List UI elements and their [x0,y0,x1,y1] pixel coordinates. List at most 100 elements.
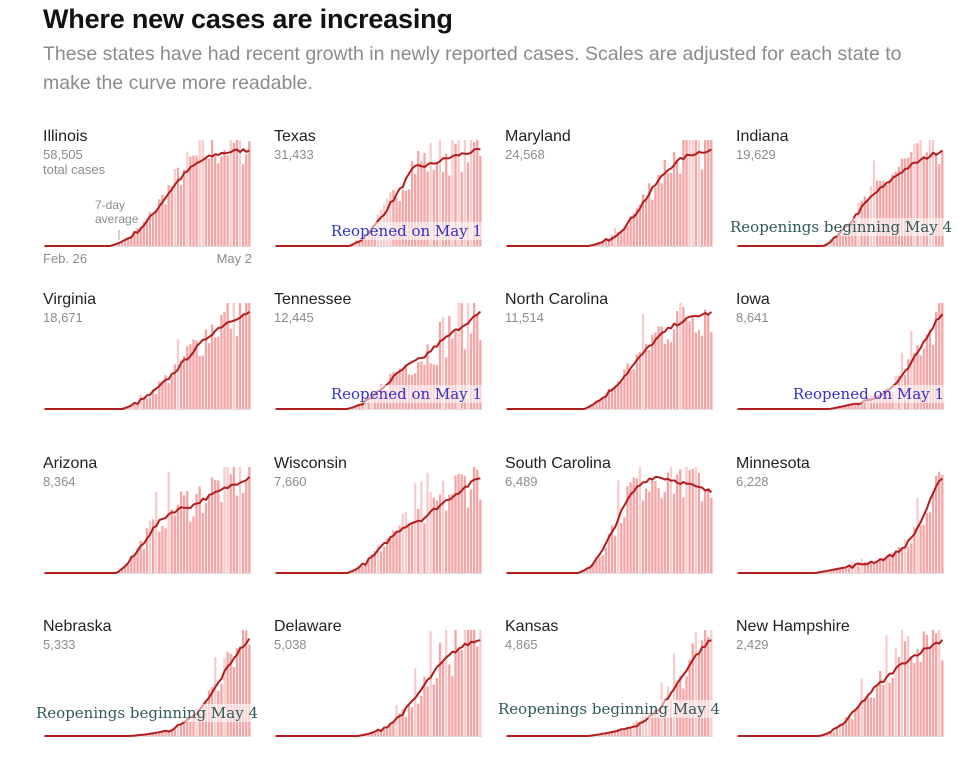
state-total-cases: 6,489 [505,474,538,489]
daily-bar [214,337,216,409]
daily-bar [420,696,422,736]
daily-bar [698,140,700,246]
daily-bar [405,512,407,573]
daily-bar [620,382,622,409]
daily-bar [695,632,697,736]
page-subtitle: These states have had recent growth in n… [43,40,923,98]
daily-bar [657,488,659,573]
daily-bar [473,467,475,573]
daily-bar [882,685,884,736]
daily-bar [833,732,835,736]
daily-bar [155,394,157,409]
state-total-cases: 2,429 [736,637,769,652]
daily-bar [223,150,225,246]
daily-bar [620,232,622,246]
daily-bar [199,140,201,246]
daily-bar [464,476,466,573]
daily-bar [611,235,613,246]
daily-bar [923,631,925,736]
daily-bar [248,303,250,409]
reopening-note: Reopenings beginning May 4 [35,704,259,722]
daily-bar [907,547,909,573]
daily-bar [146,398,148,409]
daily-bar [873,698,875,736]
state-name: South Carolina [505,455,611,473]
daily-bar [454,475,456,573]
daily-bar [171,376,173,409]
daily-bar [245,154,247,246]
daily-bar [164,528,166,573]
daily-bar [448,495,450,573]
daily-bar [667,173,669,246]
daily-bar [860,678,862,736]
daily-bar [704,140,706,246]
daily-bar [904,641,906,736]
daily-bar [236,495,238,573]
daily-bar [679,174,681,246]
daily-bar [161,526,163,573]
daily-bar [217,163,219,246]
daily-bar [220,315,222,409]
daily-bar [439,643,441,736]
state-name: Iowa [736,291,770,309]
daily-bar [476,646,478,736]
daily-bar [152,216,154,246]
daily-bar [171,509,173,573]
daily-bar [860,559,862,573]
daily-bar [695,467,697,573]
daily-bar [192,156,194,246]
state-name: Texas [274,128,316,146]
daily-bar [155,210,157,246]
daily-bar [476,470,478,573]
daily-bar [935,633,937,736]
daily-bar [941,660,943,736]
daily-bar [695,333,697,409]
daily-bar [127,564,129,573]
daily-bar [205,329,207,409]
daily-bar [704,310,706,409]
reopening-note: Reopened on May 1 [792,385,945,403]
state-total-cases: 5,038 [274,637,307,652]
total-cases-label: total cases [43,162,105,177]
daily-bar [664,344,666,409]
daily-bar [248,467,250,573]
daily-bar [248,141,250,246]
daily-bar [236,336,238,409]
state-total-cases: 4,865 [505,637,538,652]
daily-bar [651,479,653,573]
state-name: Illinois [43,128,87,146]
daily-bar [161,381,163,409]
daily-bar [888,180,890,246]
daily-bar [177,339,179,409]
daily-bar [386,729,388,736]
daily-bar [941,475,943,573]
daily-bar [879,559,881,573]
daily-bar [692,317,694,409]
daily-bar [442,481,444,573]
daily-bar [442,662,444,736]
daily-bar [380,551,382,573]
state-name: Delaware [274,618,342,636]
daily-bar [177,505,179,573]
daily-bar [929,512,931,573]
daily-bar [164,204,166,246]
daily-bar [932,492,934,573]
daily-bar [892,678,894,736]
daily-bar [667,472,669,573]
daily-bar [633,214,635,246]
daily-bar [695,140,697,246]
avg-label-line2: average [95,212,138,226]
daily-bar [907,636,909,736]
daily-bar [430,631,432,736]
reopening-note: Reopened on May 1 [330,222,483,240]
daily-bar [374,733,376,736]
daily-bar [230,474,232,573]
daily-bar [208,496,210,573]
